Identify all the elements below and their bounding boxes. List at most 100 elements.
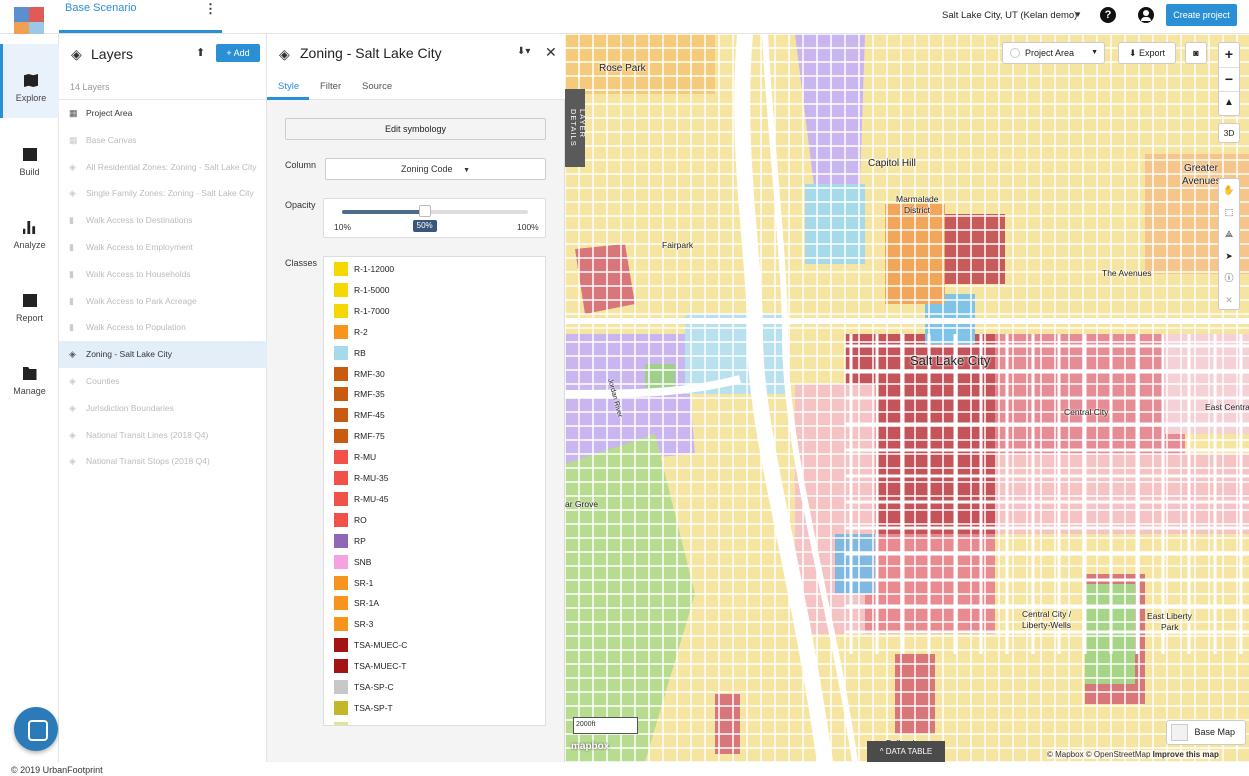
nav-build[interactable]: Build bbox=[0, 118, 59, 192]
class-color-swatch bbox=[334, 366, 348, 381]
zoom-controls: + − ▲ bbox=[1218, 42, 1240, 116]
layer-item[interactable]: ▦ Project Area bbox=[59, 100, 267, 127]
column-label: Column bbox=[285, 160, 317, 170]
map-label: East Centra bbox=[1205, 402, 1249, 412]
pointer-icon[interactable]: ➤ bbox=[1225, 251, 1233, 261]
app-logo[interactable] bbox=[14, 7, 44, 37]
class-label: SR-1 bbox=[354, 577, 374, 588]
close-icon[interactable]: ✕ bbox=[545, 44, 557, 60]
mapbox-logo[interactable]: mapbox bbox=[571, 741, 610, 752]
compass-icon[interactable]: ▲ bbox=[1219, 91, 1239, 115]
class-color-swatch bbox=[334, 575, 348, 590]
camera-icon: ◙ bbox=[1193, 48, 1199, 58]
base-map-label: Base Map bbox=[1194, 727, 1235, 737]
layer-item[interactable]: ◈ Zoning - Salt Lake City bbox=[59, 341, 267, 369]
class-color-swatch bbox=[334, 471, 348, 485]
class-label: R-1-7000 bbox=[354, 305, 390, 316]
hand-pan-icon[interactable]: ✋ bbox=[1223, 185, 1235, 195]
map-tools: ✋ ⬚ ⟁ ➤ ⓘ ✕ bbox=[1218, 178, 1240, 310]
toggle-3d-button[interactable]: 3D bbox=[1218, 123, 1240, 143]
scenario-tab[interactable]: Base Scenario ⋮ bbox=[59, 0, 222, 33]
layer-item[interactable]: ▮ Walk Access to Park Acreage bbox=[59, 288, 267, 315]
layer-item[interactable]: ◈ Counties bbox=[59, 368, 267, 395]
location-selector[interactable]: Salt Lake City, UT (Kelan demo) bbox=[942, 10, 1078, 21]
polygon-select-icon[interactable]: ⟁ bbox=[1224, 229, 1234, 239]
layer-item[interactable]: ▮ Walk Access to Households bbox=[59, 261, 267, 288]
info-icon[interactable]: ⓘ bbox=[1224, 273, 1234, 283]
clear-icon[interactable]: ✕ bbox=[1225, 295, 1233, 305]
class-color-swatch bbox=[334, 700, 348, 715]
class-color-swatch bbox=[334, 282, 348, 297]
class-color-swatch bbox=[334, 638, 348, 653]
box-select-icon[interactable]: ⬚ bbox=[1224, 207, 1234, 217]
user-account-icon[interactable] bbox=[1138, 7, 1154, 23]
map-canvas[interactable]: LAYER DETAILS Rose Park Capitol Hill Mar… bbox=[565, 34, 1249, 762]
add-layer-button[interactable]: + Add bbox=[216, 44, 260, 62]
layer-type-icon: ◈ bbox=[69, 456, 76, 467]
layer-item[interactable]: ◈ All Residential Zones: Zoning - Salt La… bbox=[59, 154, 267, 181]
caret-down-icon: ▼ bbox=[463, 167, 470, 174]
data-table-toggle[interactable]: ^ DATA TABLE bbox=[867, 741, 945, 762]
opacity-slider-track[interactable] bbox=[342, 210, 528, 214]
chat-support-button[interactable] bbox=[14, 707, 58, 751]
nav-manage[interactable]: Manage bbox=[0, 337, 59, 411]
improve-map-link[interactable]: Improve this map bbox=[1152, 750, 1219, 759]
base-map-button[interactable]: Base Map bbox=[1166, 720, 1246, 745]
classes-list[interactable]: R-1-12000 R-1-5000 R-1-7000 R-2 RB RMF-30 RMF-… bbox=[323, 256, 546, 726]
attribution-text[interactable]: © Mapbox © OpenStreetMap bbox=[1047, 750, 1151, 759]
layer-item-label: Project Area bbox=[86, 108, 133, 118]
layer-details-toggle[interactable]: LAYER DETAILS bbox=[565, 89, 587, 167]
opacity-slider-box: 10% 50% 100% bbox=[323, 198, 546, 238]
layer-item-label: Jurisdiction Boundaries bbox=[86, 402, 174, 413]
vertical-dots-icon[interactable]: ⋮ bbox=[204, 1, 217, 16]
class-color-swatch bbox=[334, 303, 348, 318]
opacity-max: 100% bbox=[517, 222, 539, 232]
layer-item[interactable]: ▦ Base Canvas bbox=[59, 127, 267, 154]
class-color-swatch bbox=[334, 324, 348, 339]
map-attribution: © Mapbox © OpenStreetMap Improve this ma… bbox=[1047, 750, 1219, 759]
layer-item[interactable]: ▮ Walk Access to Destinations bbox=[59, 207, 267, 234]
tab-style[interactable]: Style bbox=[278, 81, 300, 92]
layer-type-icon: ◈ bbox=[69, 349, 76, 360]
nav-explore[interactable]: Explore bbox=[0, 44, 59, 118]
chevron-down-icon[interactable]: ▼ bbox=[1074, 10, 1082, 19]
opacity-label: Opacity bbox=[285, 200, 316, 210]
tab-filter[interactable]: Filter bbox=[320, 81, 342, 92]
layer-item[interactable]: ◈ National Transit Stops (2018 Q4) bbox=[59, 448, 267, 475]
tab-source[interactable]: Source bbox=[362, 81, 393, 92]
create-project-button[interactable]: Create project bbox=[1166, 4, 1237, 26]
upload-icon[interactable]: ⬆ bbox=[196, 47, 206, 59]
layer-item-label: Zoning - Salt Lake City bbox=[86, 349, 172, 360]
layer-item[interactable]: ▮ Walk Access to Employment bbox=[59, 234, 267, 261]
map-label: Greater bbox=[1184, 163, 1218, 174]
building-icon bbox=[22, 148, 37, 161]
caret-down-icon: ▼ bbox=[1091, 49, 1098, 56]
project-area-select[interactable]: Project Area ▼ bbox=[1002, 42, 1105, 64]
report-icon bbox=[22, 294, 37, 307]
edit-symbology-button[interactable]: Edit symbology bbox=[285, 118, 546, 140]
layer-item-label: Counties bbox=[86, 376, 120, 386]
map-icon bbox=[24, 74, 38, 87]
export-button[interactable]: ⬇ Export bbox=[1118, 42, 1176, 64]
help-icon[interactable]: ? bbox=[1100, 7, 1116, 23]
nav-analyze[interactable]: Analyze bbox=[0, 191, 59, 265]
nav-report[interactable]: Report bbox=[0, 264, 59, 338]
zoom-out-button[interactable]: − bbox=[1219, 67, 1239, 91]
layer-item[interactable]: ◈ National Transit Lines (2018 Q4) bbox=[59, 422, 267, 449]
download-icon[interactable]: ⬇▾ bbox=[517, 46, 531, 57]
layer-item[interactable]: ▮ Walk Access to Population bbox=[59, 314, 267, 341]
map-label: District bbox=[904, 205, 930, 215]
layer-item[interactable]: ◈ Jurisdiction Boundaries bbox=[59, 395, 267, 422]
zoom-in-button[interactable]: + bbox=[1224, 46, 1234, 62]
map-label: Rose Park bbox=[599, 63, 646, 74]
map-label: Fairpark bbox=[662, 240, 694, 250]
layer-item[interactable]: ◈ Single Family Zones: Zoning - Salt Lake… bbox=[59, 180, 267, 207]
screenshot-button[interactable]: ◙ bbox=[1185, 42, 1207, 64]
layer-item-label: Walk Access to Destinations bbox=[86, 215, 193, 226]
column-select[interactable]: Zoning Code ▼ bbox=[325, 158, 546, 180]
layer-type-icon: ◈ bbox=[69, 376, 76, 386]
opacity-slider-handle[interactable] bbox=[418, 205, 431, 217]
layers-icon: ◈ bbox=[279, 46, 290, 62]
map-label: Marmalade bbox=[896, 194, 939, 204]
layer-item-label: Walk Access to Population bbox=[86, 322, 186, 333]
